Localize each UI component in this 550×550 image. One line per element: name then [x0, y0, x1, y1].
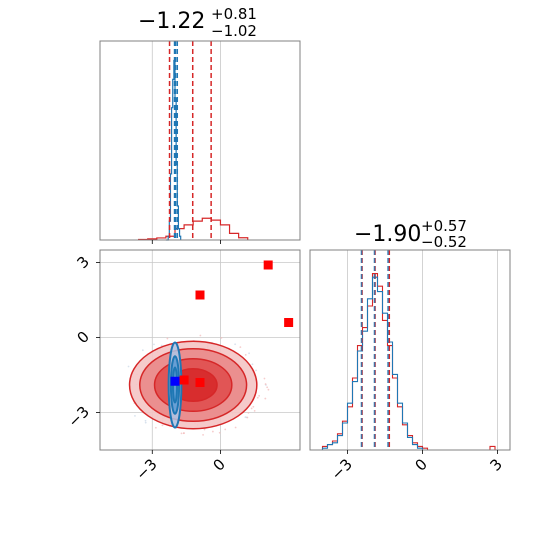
sample-point	[256, 396, 259, 399]
sample-point	[161, 424, 164, 427]
title-top-sub: −1.02	[211, 22, 257, 40]
sample-point	[244, 416, 247, 419]
marker-red-square	[263, 260, 273, 270]
sample-point	[264, 397, 267, 400]
histogram-panel-top: −1.22 +0.81 −1.02	[99, 4, 301, 244]
title-top: −1.22 +0.81 −1.02	[138, 4, 262, 40]
axes-frame-top	[99, 40, 301, 241]
sample-point	[141, 349, 144, 352]
marker-red-square	[179, 375, 189, 385]
sample-point	[199, 334, 202, 337]
histogram-panel-bottom: −3 0 3 −1.90 +0.57 −0.52	[309, 216, 511, 484]
sample-point	[203, 428, 206, 431]
sample-point	[264, 383, 267, 385]
x-tick-label: −3	[132, 455, 160, 483]
sample-point	[239, 346, 242, 349]
sample-point	[255, 369, 258, 372]
sample-point	[234, 426, 237, 429]
sample-point	[218, 431, 221, 434]
histogram-series-red	[138, 217, 249, 241]
x-tick-label: −3	[328, 455, 356, 483]
axes-frame-bottom	[309, 249, 511, 451]
sample-point	[144, 421, 147, 424]
sample-point	[246, 416, 249, 419]
y-tick-label: −3	[65, 403, 93, 431]
marker-red-square	[284, 318, 294, 327]
histogram-series-blue	[317, 276, 428, 451]
sample-point	[253, 410, 256, 412]
marker-red-square	[195, 378, 205, 387]
sample-point	[234, 343, 237, 346]
sample-point	[266, 386, 269, 389]
sample-point	[251, 363, 254, 366]
histogram-series-blue	[165, 59, 182, 241]
sample-point	[263, 377, 266, 380]
sample-point	[153, 343, 155, 346]
title-bottom-sub: −0.52	[421, 233, 467, 251]
sample-point	[252, 405, 255, 408]
y-tick-label: 3	[73, 253, 92, 272]
sample-point	[127, 365, 130, 368]
title-top-sup: +0.81	[211, 5, 257, 23]
contour-panel: 3 0 −3 −3 0	[65, 249, 301, 484]
x-tick-label: 0	[209, 455, 228, 474]
sample-point	[250, 407, 253, 410]
y-tick-label: 0	[73, 328, 92, 347]
title-bottom-value: −1.90	[354, 222, 421, 247]
marker-blue-square	[170, 376, 180, 386]
sample-point	[166, 337, 169, 340]
sample-point	[144, 419, 147, 422]
sample-point	[244, 354, 247, 356]
sample-point	[154, 426, 157, 429]
sample-point	[211, 430, 214, 433]
sample-point	[180, 432, 183, 435]
x-tick-label: 3	[487, 455, 506, 474]
sample-point	[248, 352, 250, 355]
sample-point	[202, 433, 204, 436]
marker-red-square	[195, 290, 205, 300]
sample-point	[182, 432, 185, 435]
sample-point	[224, 428, 227, 431]
sample-point	[258, 394, 261, 397]
title-bottom: −1.90 +0.57 −0.52	[354, 216, 472, 251]
title-top-value: −1.22	[138, 9, 205, 34]
axes-frame-contour	[99, 249, 301, 451]
sample-point	[220, 336, 223, 339]
title-bottom-sup: +0.57	[421, 217, 467, 235]
x-tick-label: 0	[412, 455, 431, 474]
sample-point	[267, 388, 270, 391]
sample-point	[247, 411, 250, 414]
sample-point	[134, 414, 136, 417]
